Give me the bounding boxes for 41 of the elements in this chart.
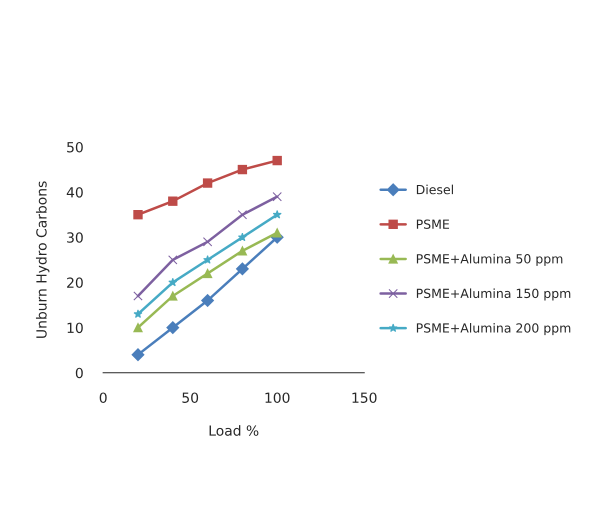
point (168, 255, 178, 265)
point (203, 255, 212, 264)
x-tick-label: 100 (265, 392, 290, 403)
legend-label: PSME+Alumina 200 ppm (416, 323, 570, 336)
legend-label: PSME+Alumina 50 ppm (416, 254, 562, 266)
point (238, 164, 248, 174)
y-tick-label: 40 (66, 187, 83, 198)
point (202, 237, 212, 246)
point (202, 178, 212, 188)
point (133, 210, 143, 220)
y-tick-label: 10 (68, 322, 83, 334)
x-tick-label: 50 (182, 392, 198, 403)
point (236, 262, 249, 276)
point (202, 268, 212, 278)
point (133, 322, 143, 332)
legend-label: Diesel (416, 184, 453, 194)
y-tick-label: 20 (67, 277, 83, 288)
point (168, 196, 178, 206)
point (168, 278, 178, 286)
point (272, 210, 282, 219)
x-tick-label: 0 (100, 392, 107, 403)
y-tick-label: 0 (76, 368, 83, 378)
y-tick-label: 50 (67, 142, 83, 152)
point (238, 210, 248, 220)
point (272, 156, 282, 166)
point (272, 192, 282, 202)
point (166, 321, 180, 334)
legend-label: PSME+Alumina 150 ppm (416, 288, 570, 301)
x-axis-title: Load % (210, 425, 258, 436)
point (134, 309, 142, 318)
point (238, 232, 247, 242)
y-axis-title: Unburn Hydro Carbons (36, 181, 50, 338)
point (132, 348, 144, 362)
point (133, 291, 143, 301)
point (272, 228, 282, 238)
x-tick-label: 150 (352, 392, 377, 403)
point (168, 291, 178, 301)
legend-label: PSME (416, 219, 450, 229)
point (201, 294, 214, 307)
y-tick-label: 30 (67, 232, 83, 243)
point (238, 246, 248, 256)
